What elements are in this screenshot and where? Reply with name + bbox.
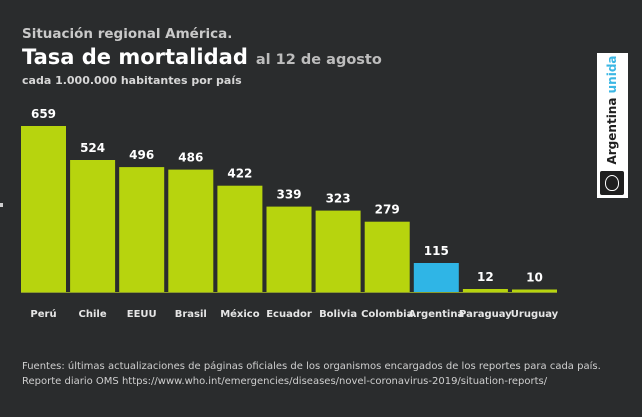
category-label: Colombia	[361, 309, 413, 320]
bar-bolivia	[315, 210, 361, 292]
value-label: 323	[326, 192, 351, 206]
bar-colombia	[364, 221, 410, 292]
category-label: México	[220, 308, 260, 320]
value-label: 496	[129, 148, 154, 162]
national-seal-icon	[600, 171, 624, 195]
value-label: 339	[276, 188, 301, 202]
bar-paraguay	[462, 289, 508, 292]
bar-argentina	[413, 263, 459, 292]
category-label: Paraguay	[459, 309, 512, 320]
value-label: 10	[526, 271, 543, 285]
bar-méxico	[217, 185, 263, 292]
brand-word-argentina: Argentina	[605, 97, 619, 165]
category-label: EEUU	[127, 309, 157, 320]
value-label: 115	[424, 244, 449, 258]
value-label: 12	[477, 270, 494, 284]
category-label: Bolivia	[319, 309, 357, 320]
sources-footer: Fuentes: últimas actualizaciones de pági…	[22, 359, 601, 389]
category-label: Brasil	[175, 309, 207, 320]
brand-word-unida: unida	[605, 55, 619, 94]
bar-chile	[70, 160, 116, 292]
chart-subtitle: cada 1.000.000 habitantes por país	[22, 74, 242, 87]
bar-uruguay	[512, 289, 557, 292]
value-label: 279	[375, 203, 400, 217]
bar-eeuu	[119, 167, 165, 292]
bar-ecuador	[266, 206, 312, 292]
value-label: 524	[80, 141, 105, 155]
value-label: 486	[178, 151, 203, 165]
category-label: Chile	[79, 309, 107, 320]
sources-line: Fuentes: últimas actualizaciones de pági…	[22, 361, 601, 372]
title-row: Tasa de mortalidad al 12 de agosto	[22, 45, 382, 69]
chart-title: Tasa de mortalidad	[22, 45, 248, 69]
category-label: Argentina	[408, 309, 464, 320]
chart-supertitle: Situación regional América.	[22, 26, 233, 42]
value-label: 422	[227, 167, 252, 181]
category-label: Uruguay	[511, 309, 559, 320]
brand-wordmark: Argentina unida	[605, 55, 619, 164]
edge-marker	[0, 203, 3, 207]
report-line: Reporte diario OMS https://www.who.int/e…	[22, 376, 548, 387]
chart-date: al 12 de agosto	[255, 52, 382, 68]
bar-brasil	[168, 169, 214, 292]
value-label: 659	[31, 107, 56, 121]
bar-perú	[21, 126, 66, 292]
category-label: Perú	[30, 308, 56, 320]
category-label: Ecuador	[266, 309, 312, 320]
